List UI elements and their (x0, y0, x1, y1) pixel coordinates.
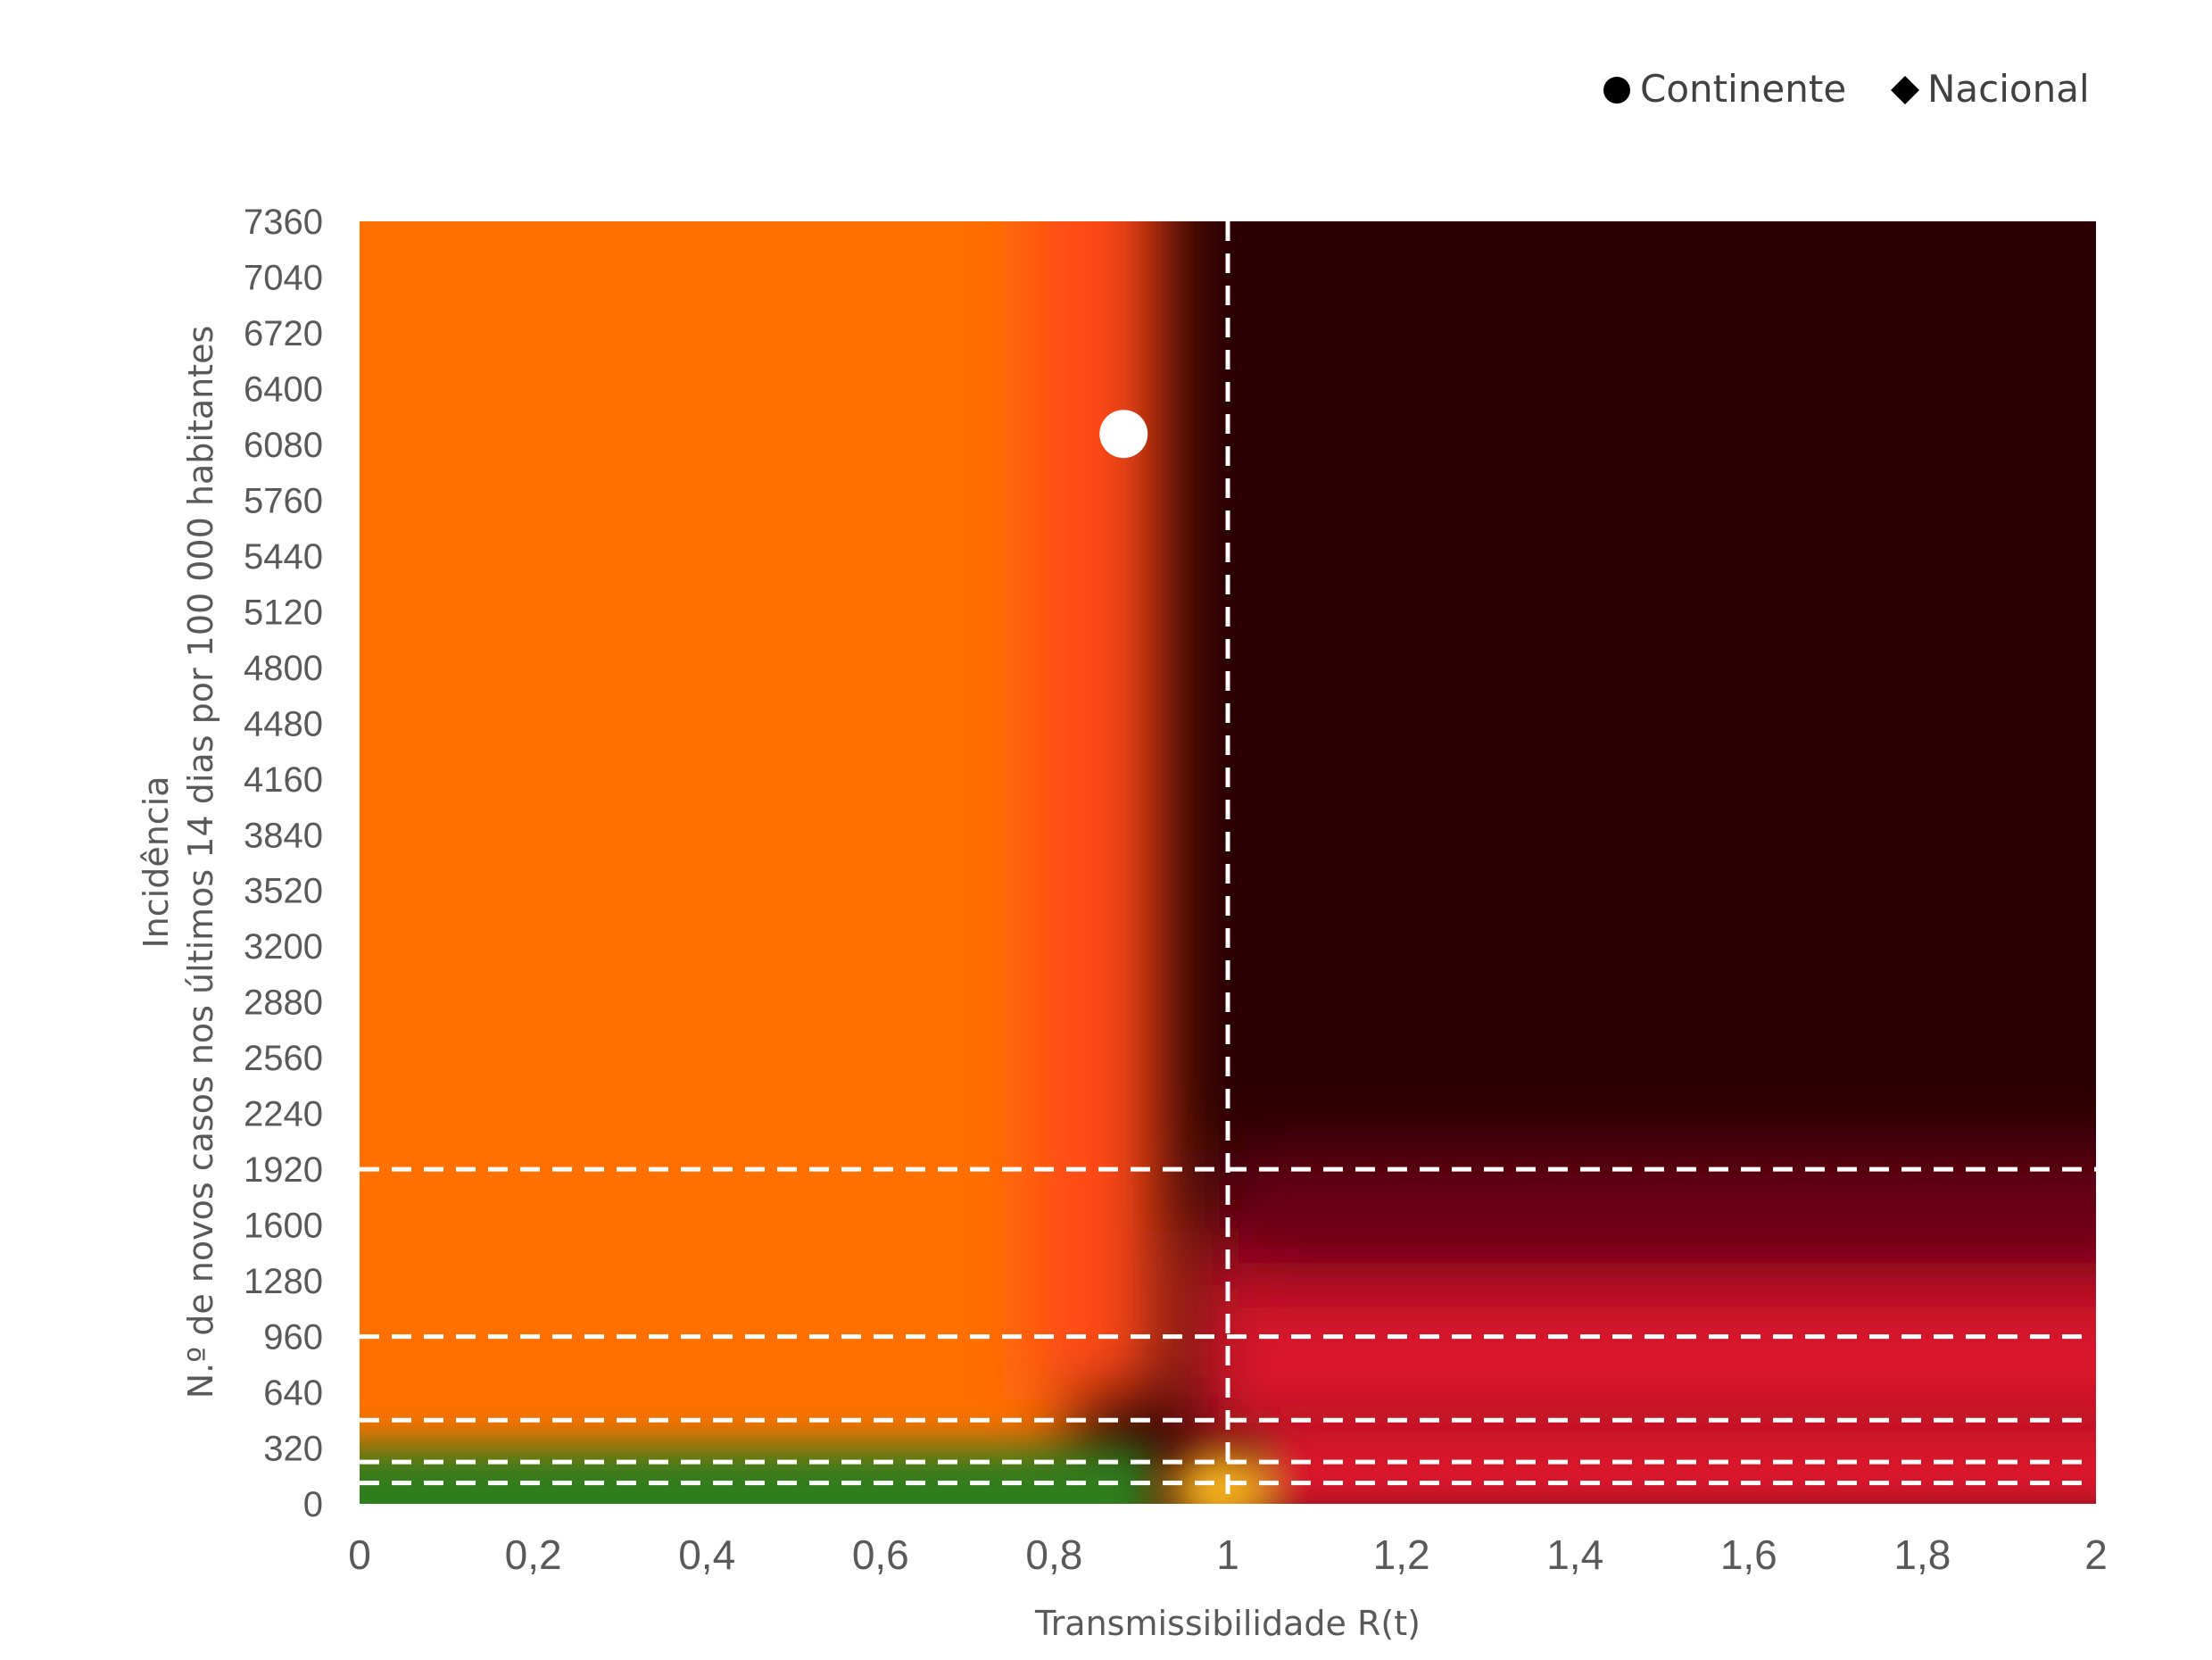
y-tick-label: 320 (263, 1430, 323, 1469)
x-axis-label: Transmissibilidade R(t) (1034, 1604, 1421, 1643)
x-tick-label: 0,4 (678, 1531, 735, 1578)
y-tick-label: 4800 (244, 649, 323, 688)
y-tick-label: 3840 (244, 816, 323, 855)
x-tick-label: 1 (1216, 1531, 1239, 1578)
y-tick-label: 2560 (244, 1039, 323, 1078)
y-tick-label: 1600 (244, 1207, 323, 1246)
x-tick-label: 1,2 (1373, 1531, 1430, 1578)
y-tick-label: 3200 (244, 927, 323, 967)
y-tick-label: 4160 (244, 760, 323, 800)
x-tick-label: 2 (2084, 1531, 2108, 1578)
legend-continente-label: Continente (1640, 67, 1846, 111)
y-axis-ticks: 0 320 640 960 1280 1600 1920 2240 2560 2880 3200 35… (244, 203, 323, 1524)
y-tick-label: 5760 (244, 481, 323, 520)
legend: Continente Nacional (1603, 67, 2090, 111)
x-tick-label: 1,8 (1893, 1531, 1951, 1578)
x-axis-ticks: 0 0,2 0,4 0,6 0,8 1 1,2 1,4 1,6 1,8 2 (348, 1531, 2108, 1578)
x-tick-label: 0 (348, 1531, 371, 1578)
x-tick-label: 1,4 (1546, 1531, 1603, 1578)
legend-nacional-marker (1891, 76, 1919, 104)
y-tick-label: 5440 (244, 537, 323, 577)
y-tick-label: 1280 (244, 1262, 323, 1301)
reference-lines (360, 221, 2096, 1504)
data-points (1099, 410, 1148, 459)
x-tick-label: 0,2 (505, 1531, 562, 1578)
y-tick-label: 6720 (244, 314, 323, 353)
y-tick-label: 2880 (244, 984, 323, 1023)
y-tick-label: 3520 (244, 872, 323, 911)
legend-continente-marker (1603, 77, 1630, 104)
y-tick-label: 6080 (244, 426, 323, 465)
y-tick-label: 4480 (244, 704, 323, 743)
y-tick-label: 960 (263, 1318, 323, 1357)
y-tick-label: 7040 (244, 258, 323, 297)
y-tick-label: 7360 (244, 203, 323, 242)
y-tick-label: 5120 (244, 593, 323, 632)
y-tick-label: 1920 (244, 1150, 323, 1190)
y-tick-label: 2240 (244, 1095, 323, 1134)
x-tick-label: 0,8 (1025, 1531, 1082, 1578)
x-tick-label: 1,6 (1720, 1531, 1777, 1578)
y-tick-label: 0 (303, 1485, 323, 1524)
legend-nacional-label: Nacional (1927, 67, 2090, 111)
y-tick-label: 640 (263, 1374, 323, 1413)
x-tick-label: 0,6 (852, 1531, 909, 1578)
data-point-continente (1099, 410, 1148, 459)
y-axis-label-line2: N.º de novos casos nos últimos 14 dias p… (181, 326, 220, 1399)
y-axis-label-line1: Incidência (137, 776, 176, 948)
y-tick-label: 6400 (244, 369, 323, 409)
heatmap-background (360, 221, 2096, 1504)
